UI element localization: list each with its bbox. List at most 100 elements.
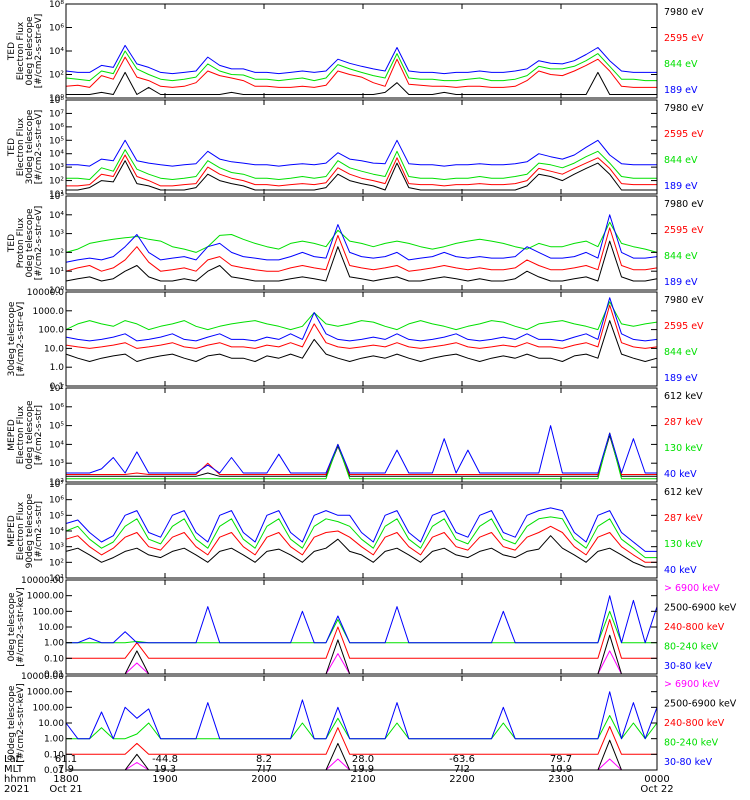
y-axis-label-line: 30deg telescope bbox=[7, 301, 17, 376]
legend-entry: 40 keV bbox=[664, 565, 697, 576]
series-line bbox=[65, 56, 657, 88]
legend-entry: 240-800 keV bbox=[664, 718, 725, 729]
legend-entry: 2595 eV bbox=[664, 225, 704, 236]
y-tick-label: 1000.0 bbox=[33, 307, 65, 317]
y-axis-label-line: TED bbox=[7, 234, 17, 253]
footer-hhmm-value: 1900 bbox=[152, 774, 177, 785]
legend-entry: 287 keV bbox=[664, 417, 703, 428]
plot-frame bbox=[65, 483, 658, 579]
plot-frame bbox=[65, 195, 658, 291]
footer-lat-value: 79.7 bbox=[550, 754, 572, 765]
y-tick-label: 1000.00 bbox=[27, 688, 64, 698]
y-tick-label: 10¹ bbox=[49, 267, 64, 277]
series-line bbox=[65, 44, 657, 75]
y-tick-label: 10.0 bbox=[44, 344, 64, 354]
y-tick-label: 10⁴ bbox=[49, 211, 64, 221]
footer-mlt-value: 10.9 bbox=[550, 764, 572, 775]
y-tick-label: 10⁵ bbox=[49, 511, 64, 521]
y-axis-label-line: [#/cm2-s-str] bbox=[34, 405, 44, 465]
y-tick-label: 10.00 bbox=[38, 623, 64, 633]
y-tick-label: 100.00 bbox=[33, 607, 65, 617]
footer-row-label: MLT bbox=[4, 764, 24, 775]
y-tick-label: 10⁸ bbox=[49, 96, 64, 106]
footer-hhmm-value: 0000 bbox=[644, 774, 669, 785]
series-line bbox=[66, 610, 657, 644]
footer-mlt-value: 7.7 bbox=[256, 764, 272, 775]
series-line bbox=[65, 320, 658, 362]
legend-entry: 80-240 keV bbox=[664, 642, 719, 653]
y-tick-label: 1.00 bbox=[44, 639, 64, 649]
y-tick-label: 10000.0 bbox=[27, 288, 64, 298]
legend-entry: 80-240 keV bbox=[664, 738, 719, 749]
y-axis-label-line: Electron Flux bbox=[16, 117, 26, 176]
y-tick-label: 10² bbox=[49, 177, 64, 187]
y-axis-label: TED Proton Flux 0deg telescope [#/cm2-s-str… bbox=[7, 206, 44, 281]
y-tick-label: 10² bbox=[49, 478, 64, 488]
y-tick-label: 10¹ bbox=[49, 190, 64, 200]
panel-meped-electron-0deg: 10² 10³ 10⁴ 10⁵ 10⁶ 10⁷ MEPED Electron Flux 0deg… bbox=[7, 384, 703, 488]
legend-entry: 40 keV bbox=[664, 469, 697, 480]
y-tick-label: 10⁷ bbox=[49, 480, 64, 490]
footer-mlt-value: 7.9 bbox=[58, 764, 74, 775]
y-axis-label-line: [#/cm2-s-str-eV] bbox=[34, 14, 44, 89]
legend-entry: 2500-6900 keV bbox=[664, 603, 737, 614]
y-tick-label: 10⁵ bbox=[49, 192, 64, 202]
plot-frame bbox=[65, 387, 658, 483]
series-line bbox=[66, 139, 657, 167]
y-axis-label-line: Proton Flux bbox=[16, 217, 26, 268]
y-tick-label: 10000.00 bbox=[21, 672, 64, 682]
legend-entry: 30-80 keV bbox=[664, 757, 713, 768]
footer-row-label: 2021 bbox=[4, 784, 29, 795]
legend-entry: 189 eV bbox=[664, 181, 698, 192]
footer-lat-value: 28.0 bbox=[352, 754, 374, 765]
y-tick-label: 10⁷ bbox=[49, 109, 64, 119]
y-axis-label-line: Electron Flux bbox=[16, 405, 26, 464]
y-tick-label: 0.01 bbox=[44, 670, 64, 680]
series-line bbox=[65, 691, 658, 740]
y-axis-label: MEPED Electron Flux 0deg telescope [#/cm2-s… bbox=[7, 400, 44, 470]
series-line bbox=[66, 149, 657, 180]
y-axis-label-line: [#/cm2-s-str-keV] bbox=[16, 587, 26, 666]
panel-meped-proton-90deg: 0.010.101.0010.00100.001000.0010000.0090… bbox=[7, 672, 737, 776]
y-tick-label: 10⁴ bbox=[49, 150, 64, 160]
y-tick-label: 10⁷ bbox=[49, 384, 64, 394]
y-axis-label-line: 90deg telescope bbox=[25, 493, 35, 568]
footer-row-label: hhmm bbox=[4, 774, 36, 785]
y-axis-label-line: MEPED bbox=[7, 515, 17, 547]
plot-frame bbox=[65, 579, 658, 675]
y-tick-label: 10² bbox=[49, 71, 64, 81]
legend-entry: 2595 eV bbox=[664, 321, 704, 332]
y-axis-label-line: TED bbox=[7, 138, 17, 157]
y-tick-label: 10² bbox=[49, 558, 64, 568]
y-axis-label-line: [#/cm2-s-str-keV] bbox=[16, 683, 26, 762]
legend-entry: 844 eV bbox=[664, 347, 698, 358]
series-line bbox=[65, 525, 657, 563]
footer-lat-value: 8.2 bbox=[256, 754, 272, 765]
series-line bbox=[66, 595, 658, 644]
y-tick-label: 10³ bbox=[49, 230, 64, 240]
legend-entry: 844 eV bbox=[664, 251, 698, 262]
footer-hhmm-value: 1800 bbox=[53, 774, 78, 785]
series-line bbox=[66, 726, 657, 755]
y-axis-label-line: [#/cm2-s-str-eV] bbox=[16, 302, 26, 377]
series-line bbox=[65, 50, 657, 82]
legend-entry: 7980 eV bbox=[664, 295, 704, 306]
footer-mlt-value: 7.2 bbox=[454, 764, 470, 775]
legend-entry: 2500-6900 keV bbox=[664, 699, 737, 710]
series-line bbox=[65, 535, 657, 568]
y-tick-label: 10⁶ bbox=[49, 403, 64, 413]
legend-entry: 612 keV bbox=[664, 487, 703, 498]
panel-ted-proton-0deg: 10⁰ 10¹ 10² 10³ 10⁴ 10⁵ TED Proton Flux 0deg tel… bbox=[7, 192, 704, 296]
plot-frame bbox=[65, 291, 658, 387]
legend-entry: 189 eV bbox=[664, 373, 698, 384]
series-line bbox=[66, 432, 657, 475]
footer-hhmm-value: 2100 bbox=[350, 774, 375, 785]
footer-date-value: Oct 21 bbox=[49, 784, 82, 795]
legend-entry: > 6900 keV bbox=[664, 679, 720, 690]
legend-entry: 7980 eV bbox=[664, 199, 704, 210]
y-axis-label-line: 0deg telescope bbox=[25, 16, 35, 86]
series-line bbox=[65, 301, 658, 331]
footer-mlt-value: 19.9 bbox=[352, 764, 374, 775]
y-tick-label: 0.1 bbox=[50, 382, 64, 392]
y-axis-label: 30deg telescope [#/cm2-s-str-eV] bbox=[7, 301, 26, 376]
